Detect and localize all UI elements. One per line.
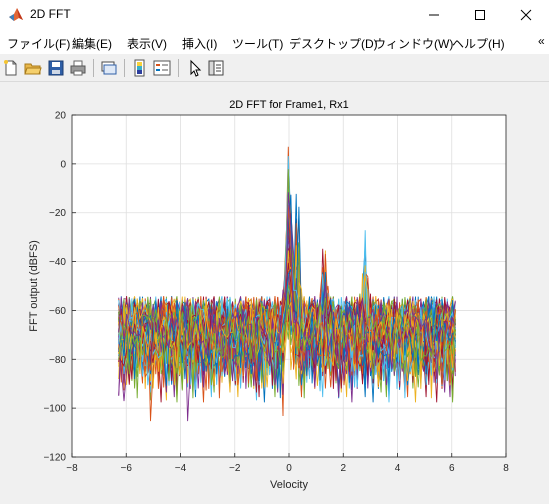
fft-series-line: [118, 275, 456, 380]
menu-desktop[interactable]: デスクトップ(D): [289, 37, 378, 51]
toolbar-separator: [178, 59, 179, 77]
menu-bar: ファイル(F) 編集(E) 表示(V) 挿入(I) ツール(T) デスクトップ(…: [0, 30, 549, 54]
menu-insert[interactable]: 挿入(I): [182, 37, 218, 51]
y-tick-label: −20: [49, 208, 66, 219]
fft-series-line: [118, 192, 456, 422]
new-figure-icon[interactable]: [2, 59, 20, 77]
save-icon[interactable]: [47, 59, 65, 77]
y-tick-label: −80: [49, 355, 66, 366]
edit-plot-arrow-icon[interactable]: [186, 59, 204, 77]
title-bar: 2D FFT: [0, 0, 549, 30]
print-icon[interactable]: [69, 59, 87, 77]
figure-toolbar: [0, 55, 549, 82]
matlab-logo-icon: [9, 8, 23, 21]
menu-edit[interactable]: 編集(E): [72, 37, 112, 51]
y-tick-label: −100: [43, 404, 66, 415]
x-tick-label: −2: [229, 463, 241, 474]
menu-file[interactable]: ファイル(F): [7, 37, 71, 51]
y-tick-label: −60: [49, 306, 66, 317]
x-tick-label: −4: [175, 463, 187, 474]
maximize-icon: [475, 10, 485, 20]
figure-canvas: −8 −6 −4 −2 0 2 4 6 8 20 0 −20 −40 −60 −80 −100 −120 2D …: [0, 82, 549, 499]
fft-series-line: [118, 292, 456, 403]
menu-overflow-button[interactable]: «: [538, 34, 545, 48]
x-axis-label: Velocity: [270, 479, 308, 491]
maximize-button[interactable]: [457, 0, 503, 30]
y-tick-label: 0: [60, 159, 66, 170]
toolbar-separator: [124, 59, 125, 77]
window-title: 2D FFT: [30, 7, 71, 21]
minimize-button[interactable]: [411, 0, 457, 30]
chart-title: 2D FFT for Frame1, Rx1: [229, 99, 349, 111]
minimize-icon: [429, 14, 439, 16]
close-button[interactable]: [503, 0, 549, 30]
insert-colorbar-icon[interactable]: [131, 59, 149, 77]
x-tick-label: 0: [286, 463, 292, 474]
x-tick-label: 4: [395, 463, 401, 474]
x-tick-label: 2: [340, 463, 346, 474]
x-tick-label: 8: [503, 463, 509, 474]
x-tick-label: −6: [121, 463, 133, 474]
menu-view[interactable]: 表示(V): [127, 37, 167, 51]
menu-tools[interactable]: ツール(T): [232, 37, 284, 51]
insert-legend-icon[interactable]: [153, 59, 171, 77]
toolbar-separator: [93, 59, 94, 77]
link-plot-icon[interactable]: [100, 59, 118, 77]
open-file-icon[interactable]: [24, 59, 42, 77]
y-tick-label: 20: [55, 111, 67, 122]
x-tick-label: 6: [449, 463, 455, 474]
menu-help[interactable]: ヘルプ(H): [452, 37, 505, 51]
y-axis-label: FFT output (dBFS): [28, 240, 40, 332]
y-tick-label: −120: [43, 453, 66, 464]
x-tick-label: −8: [66, 463, 78, 474]
fft-series-line: [118, 267, 456, 386]
menu-window[interactable]: ウィンドウ(W): [374, 37, 454, 51]
property-inspector-icon[interactable]: [207, 59, 225, 77]
y-tick-label: −40: [49, 257, 66, 268]
close-icon: [520, 9, 532, 21]
